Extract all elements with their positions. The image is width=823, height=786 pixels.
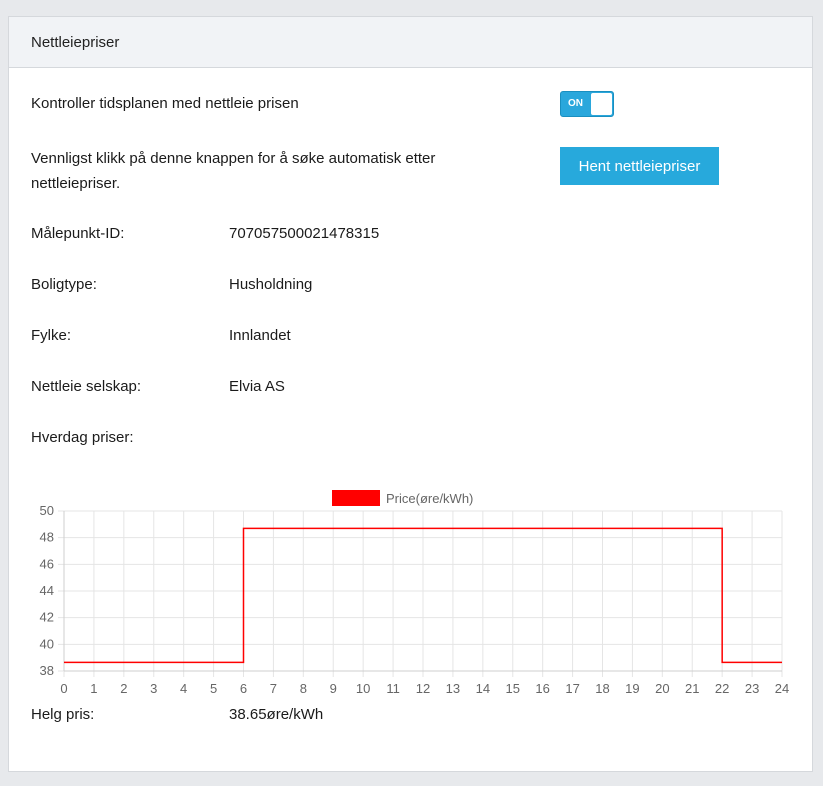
x-tick-label: 16 <box>535 681 549 696</box>
x-tick-label: 21 <box>685 681 699 696</box>
x-tick-label: 24 <box>775 681 789 696</box>
fetch-instruction-line2: nettleiepriser. <box>31 175 121 192</box>
x-tick-label: 17 <box>565 681 579 696</box>
weekday-prices-label: Hverdag priser: <box>31 429 134 446</box>
legend-swatch[interactable] <box>332 490 380 506</box>
toggle-knob <box>591 93 612 115</box>
x-tick-label: 15 <box>506 681 520 696</box>
x-tick-label: 1 <box>90 681 97 696</box>
x-tick-label: 3 <box>150 681 157 696</box>
y-tick-label: 46 <box>40 556 54 571</box>
y-tick-label: 42 <box>40 610 54 625</box>
toggle-state-label: ON <box>568 98 583 109</box>
x-tick-label: 14 <box>476 681 490 696</box>
x-tick-label: 6 <box>240 681 247 696</box>
x-tick-label: 7 <box>270 681 277 696</box>
x-tick-label: 8 <box>300 681 307 696</box>
weekend-price-value: 38.65øre/kWh <box>229 706 324 723</box>
x-tick-label: 22 <box>715 681 729 696</box>
field-value-grid-company: Elvia AS <box>229 378 285 395</box>
x-tick-label: 23 <box>745 681 759 696</box>
y-tick-label: 48 <box>40 530 54 545</box>
field-value-housing-type: Husholdning <box>229 276 313 293</box>
schedule-label: Kontroller tidsplanen med nettleie prise… <box>31 95 299 112</box>
weekend-price-label: Helg pris: <box>31 706 95 723</box>
x-tick-label: 0 <box>60 681 67 696</box>
x-tick-label: 11 <box>386 681 400 696</box>
x-tick-label: 5 <box>210 681 217 696</box>
x-tick-label: 10 <box>356 681 370 696</box>
x-tick-label: 19 <box>625 681 639 696</box>
y-tick-label: 40 <box>40 636 54 651</box>
x-tick-label: 20 <box>655 681 669 696</box>
field-label-metering-id: Målepunkt-ID: <box>31 225 125 242</box>
price-series-line <box>64 527 782 664</box>
y-tick-label: 50 <box>40 503 54 518</box>
panel-header: Nettleiepriser <box>9 17 812 68</box>
fetch-prices-button[interactable]: Hent nettleiepriser <box>560 147 719 185</box>
field-label-county: Fylke: <box>31 327 72 344</box>
y-tick-label: 38 <box>40 663 54 678</box>
field-value-metering-id: 707057500021478315 <box>229 225 380 242</box>
field-value-county: Innlandet <box>229 327 291 344</box>
legend-label[interactable]: Price(øre/kWh) <box>386 491 473 506</box>
x-tick-label: 4 <box>180 681 187 696</box>
x-tick-label: 18 <box>595 681 609 696</box>
y-tick-label: 44 <box>40 583 54 598</box>
field-label-grid-company: Nettleie selskap: <box>31 378 142 395</box>
fetch-instruction-line1: Vennligst klikk på denne knappen for å s… <box>31 150 436 167</box>
schedule-toggle[interactable]: ON <box>560 91 614 117</box>
x-tick-label: 9 <box>330 681 337 696</box>
x-tick-label: 13 <box>446 681 460 696</box>
x-tick-label: 2 <box>120 681 127 696</box>
x-tick-label: 12 <box>416 681 430 696</box>
panel-title: Nettleiepriser <box>31 33 120 51</box>
field-label-housing-type: Boligtype: <box>31 276 97 293</box>
nettleie-panel: Nettleiepriser Kontroller tidsplanen med… <box>8 16 813 772</box>
